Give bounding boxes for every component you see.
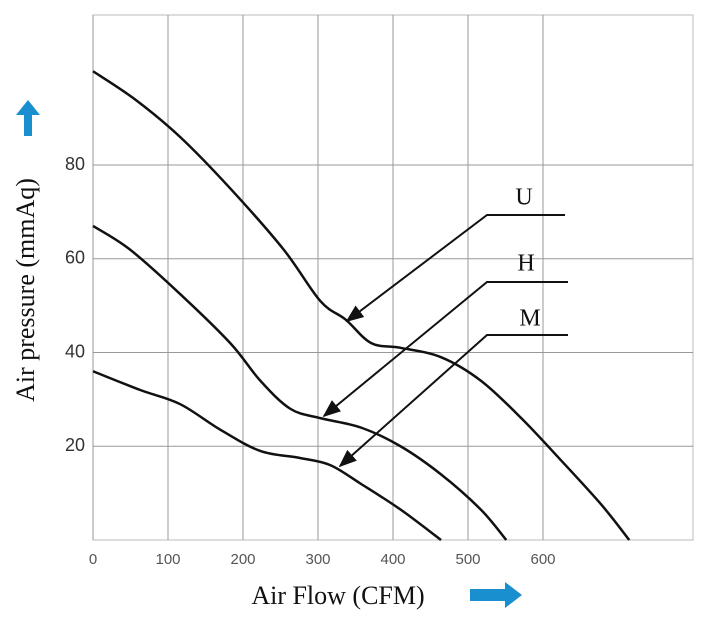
y-tick-label: 80 (65, 154, 85, 174)
curve (92, 224, 508, 541)
curves (92, 70, 631, 541)
x-tick-label: 600 (530, 551, 555, 568)
curve-label: M (519, 306, 540, 332)
grid (92, 15, 693, 540)
annotation-arrow (338, 334, 568, 468)
x-tick-label: 0 (89, 551, 97, 568)
y-tick-label: 20 (65, 435, 85, 455)
annotation-arrow (322, 281, 568, 418)
curve (92, 370, 442, 541)
right-arrow-icon (470, 582, 522, 608)
y-axis-title: Air pressure (mmAq) (11, 178, 40, 402)
x-tick-label: 100 (155, 551, 180, 568)
up-arrow-icon (16, 100, 40, 136)
y-tick-label: 40 (65, 341, 85, 361)
annotation-arrow (345, 214, 565, 323)
curve-label: U (515, 185, 532, 211)
x-tick-label: 300 (305, 551, 330, 568)
y-tick-label: 60 (65, 248, 85, 268)
x-tick-label: 400 (380, 551, 405, 568)
x-axis-title: Air Flow (CFM) (251, 581, 424, 610)
annotations: U H M (322, 185, 568, 468)
x-tick-label: 200 (230, 551, 255, 568)
curve-label: H (517, 251, 534, 277)
x-tick-label: 500 (455, 551, 480, 568)
curve (92, 70, 631, 541)
